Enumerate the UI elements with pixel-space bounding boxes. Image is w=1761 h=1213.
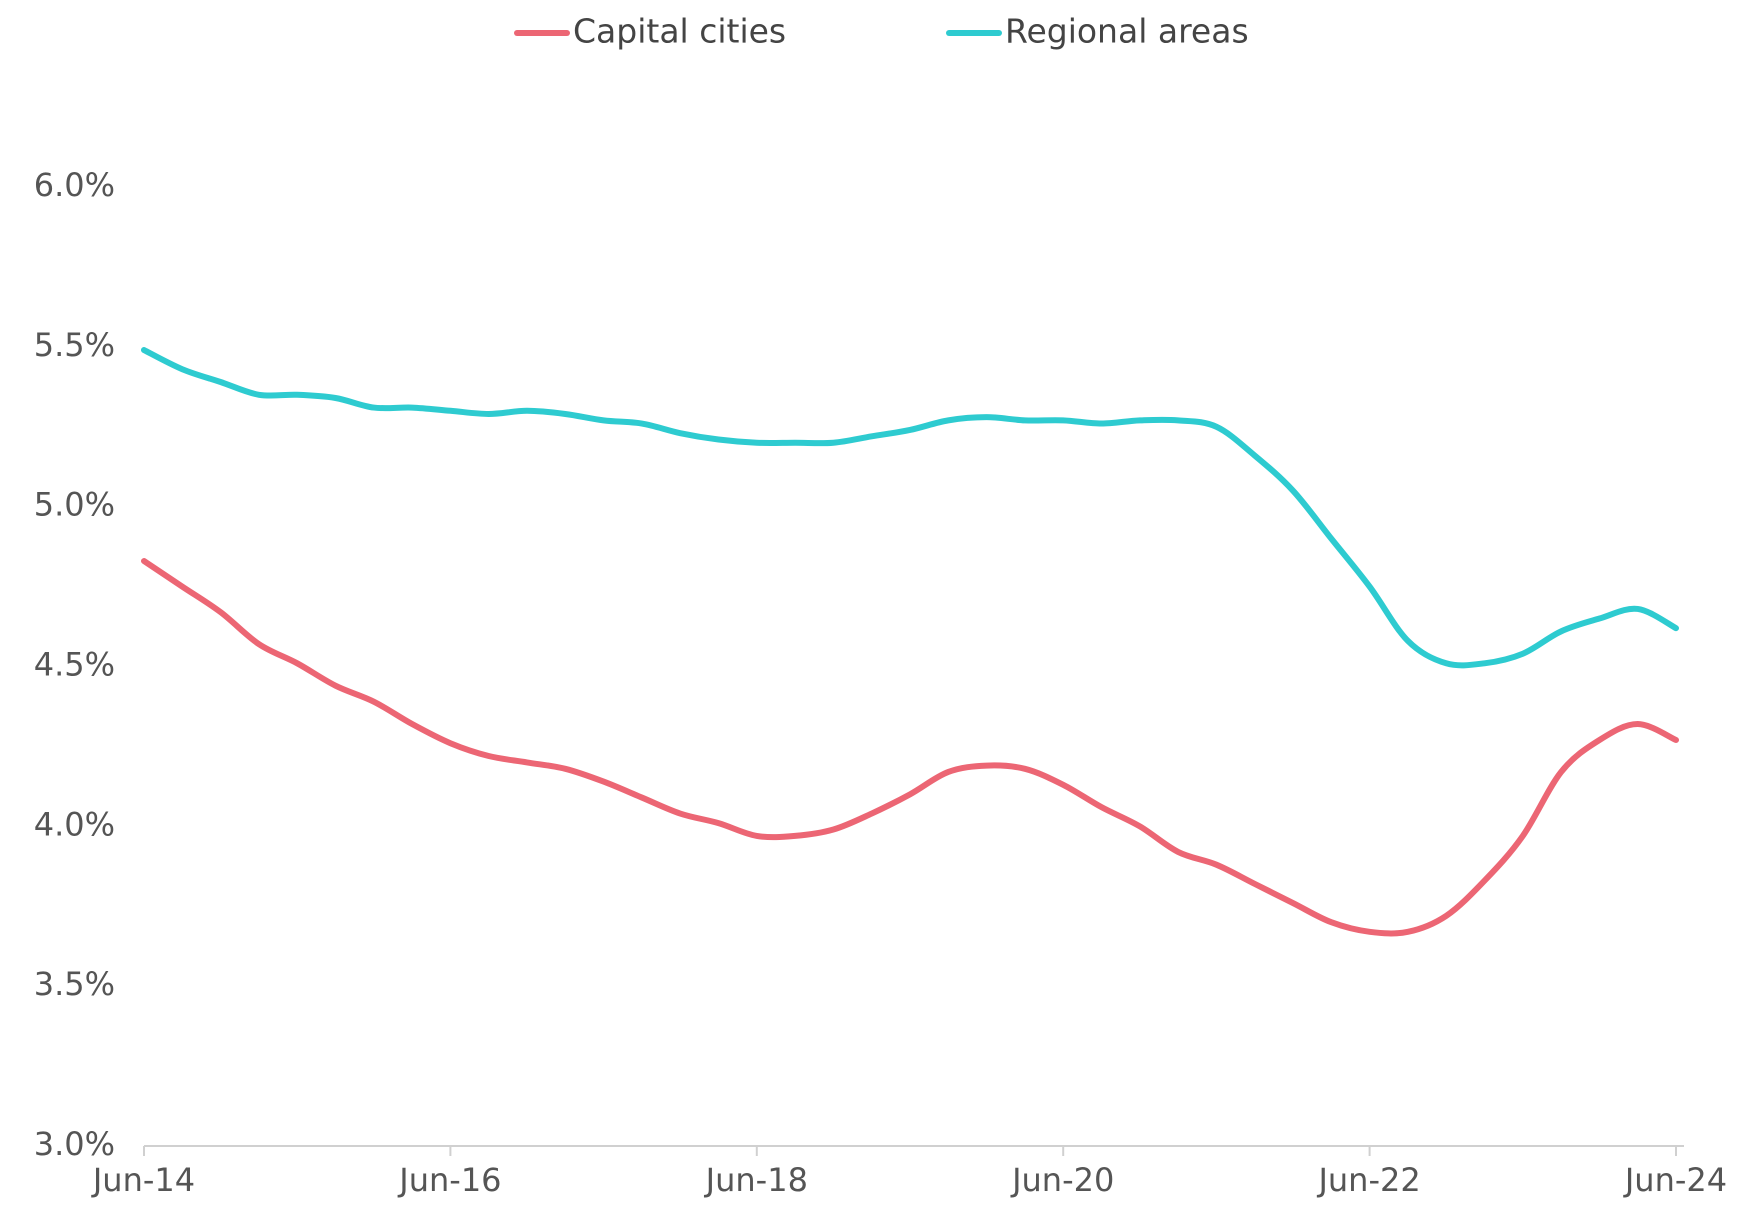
x-tick-label: Jun-22 — [1316, 1161, 1420, 1199]
y-tick-label: 6.0% — [34, 166, 115, 204]
legend-label: Capital cities — [573, 12, 786, 51]
series-line — [141, 347, 1679, 669]
y-tick-label: 4.0% — [34, 805, 115, 843]
x-tick-label: Jun-18 — [704, 1161, 808, 1199]
y-tick-label: 3.0% — [34, 1125, 115, 1163]
y-tick-label: 3.5% — [34, 965, 115, 1003]
series-line — [141, 558, 1679, 937]
y-tick-label: 5.0% — [34, 486, 115, 524]
x-tick-label: Jun-24 — [1623, 1161, 1727, 1199]
x-tick-label: Jun-16 — [397, 1161, 501, 1199]
x-tick-label: Jun-14 — [91, 1161, 195, 1199]
legend-label: Regional areas — [1005, 12, 1249, 51]
x-tick-label: Jun-20 — [1010, 1161, 1114, 1199]
y-tick-label: 5.5% — [34, 326, 115, 364]
y-tick-label: 4.5% — [34, 646, 115, 684]
